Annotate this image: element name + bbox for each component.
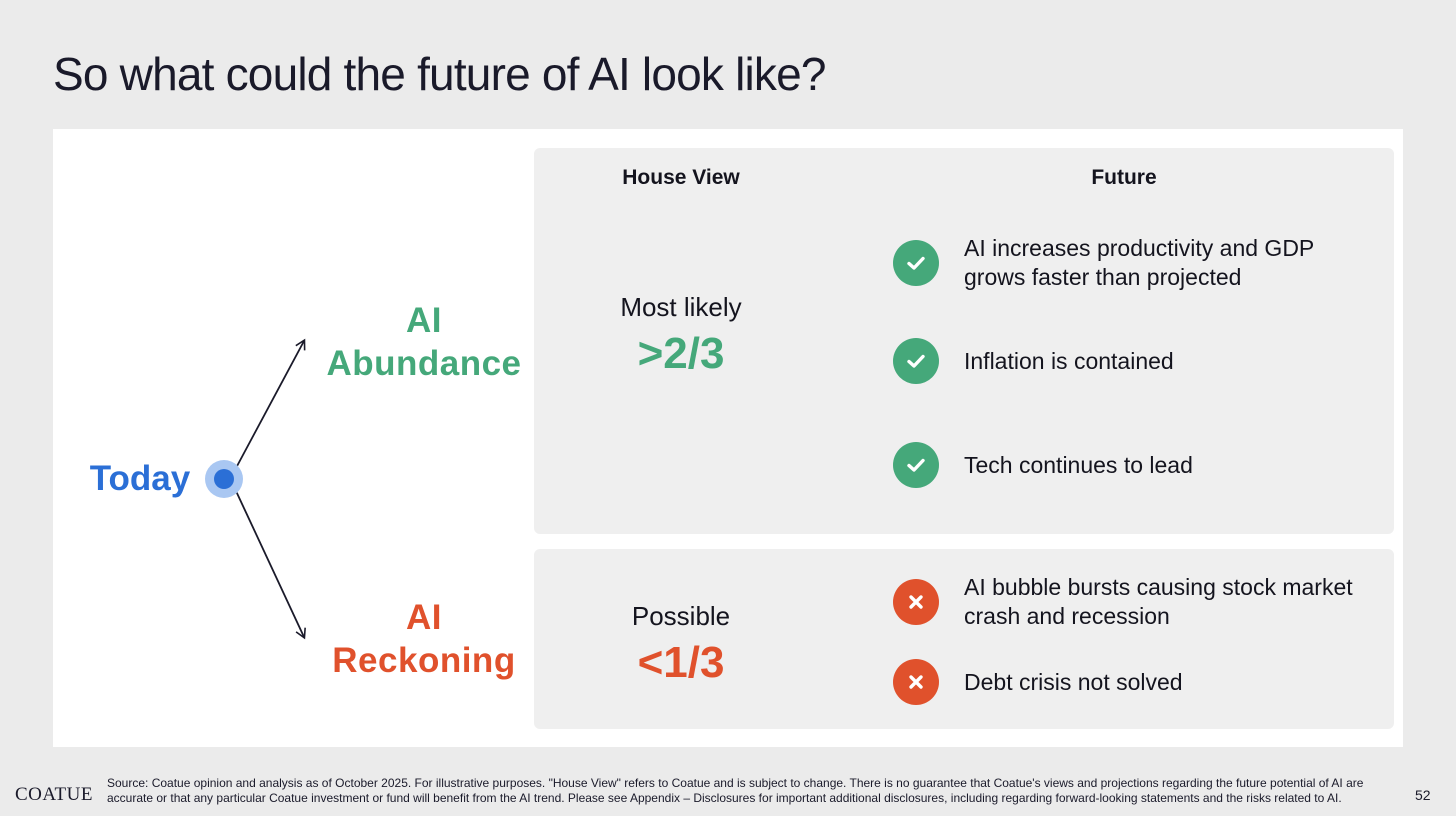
abundance-arrow xyxy=(235,338,306,469)
reckoning-label-line1: AI xyxy=(406,598,442,637)
outcome-text: Tech continues to lead xyxy=(964,451,1193,478)
outcome-text: Inflation is contained xyxy=(964,347,1174,374)
outcome-item: Debt crisis not solved xyxy=(893,659,1393,705)
outcome-text: AI increases productivity and GDP grows … xyxy=(964,235,1314,290)
abundance-box xyxy=(534,148,1394,534)
reckoning-label-line2: Reckoning xyxy=(332,641,516,680)
abundance-label-line2: Abundance xyxy=(326,344,522,383)
house-view-header: House View xyxy=(622,166,740,189)
future-header: Future xyxy=(1091,166,1157,189)
today-label: Today xyxy=(89,459,191,498)
page-number: 52 xyxy=(1415,787,1431,803)
check-icon xyxy=(893,240,939,286)
source-note: Source: Coatue opinion and analysis as o… xyxy=(107,776,1364,805)
coatue-logo: COATUE xyxy=(15,784,93,805)
origin-node xyxy=(214,469,234,489)
branch-arrows xyxy=(205,338,306,640)
reckoning-likelihood-label: Possible xyxy=(631,601,731,631)
check-icon xyxy=(893,338,939,384)
abundance-likelihood-value: >2/3 xyxy=(637,329,725,378)
outcome-text: Debt crisis not solved xyxy=(964,668,1183,695)
outcome-item: Tech continues to lead xyxy=(893,442,1393,488)
outcome-item: Inflation is contained xyxy=(893,338,1393,384)
abundance-likelihood-label: Most likely xyxy=(620,292,742,322)
outcome-item: AI increases productivity and GDP grows … xyxy=(893,234,1393,292)
x-icon xyxy=(893,579,939,625)
abundance-label-line1: AI xyxy=(406,301,442,340)
reckoning-arrow xyxy=(235,490,306,640)
reckoning-box xyxy=(534,549,1394,729)
reckoning-house-view: Possible <1/3 xyxy=(561,600,801,690)
abundance-label: AI Abundance xyxy=(309,299,539,385)
abundance-house-view: Most likely >2/3 xyxy=(561,291,801,381)
outcome-item: AI bubble bursts causing stock market cr… xyxy=(893,573,1393,631)
slide-title: So what could the future of AI look like… xyxy=(53,48,827,100)
reckoning-likelihood-value: <1/3 xyxy=(637,638,725,687)
scenario-panel: House View Future Today AI Abundance AI … xyxy=(53,129,1403,747)
check-icon xyxy=(893,442,939,488)
outcome-text: AI bubble bursts causing stock market cr… xyxy=(964,574,1353,629)
reckoning-label: AI Reckoning xyxy=(309,596,539,682)
x-icon xyxy=(893,659,939,705)
